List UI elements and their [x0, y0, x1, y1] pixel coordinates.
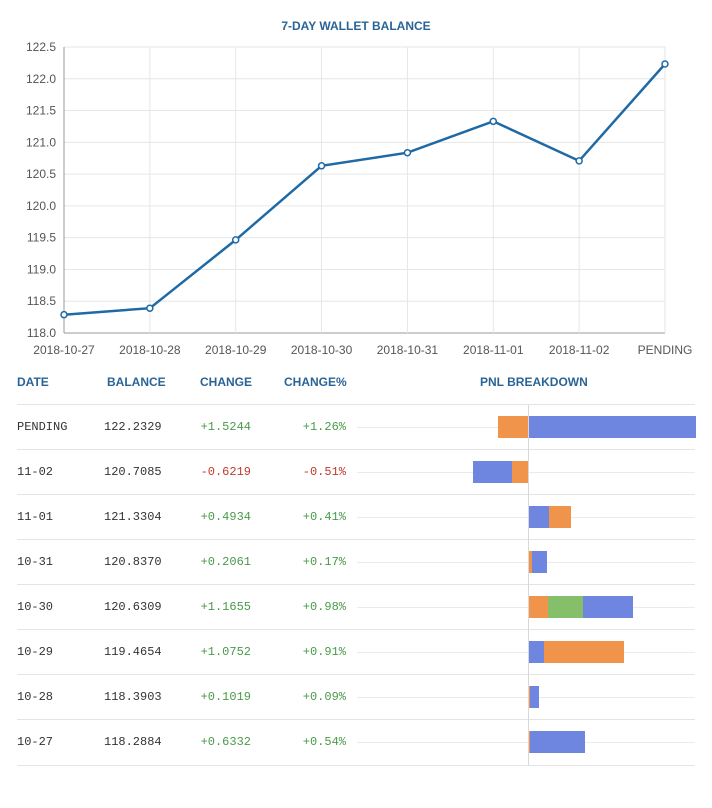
pnl-gridline	[357, 562, 695, 563]
header-date: DATE	[17, 375, 49, 389]
row-change-pct: +1.26%	[302, 420, 346, 434]
table-row: 10-28 118.3903 +0.1019 +0.09%	[17, 674, 695, 720]
pnl-bar-blue[interactable]	[529, 641, 544, 663]
pnl-zero-axis	[528, 405, 529, 765]
y-tick-label: 118.0	[27, 326, 56, 340]
table-row: 10-31 120.8370 +0.2061 +0.17%	[17, 539, 695, 585]
y-tick-label: 122.5	[26, 40, 56, 54]
x-tick-label: 2018-11-01	[463, 343, 524, 357]
row-date: 10-31	[17, 555, 54, 569]
data-point[interactable]	[317, 162, 326, 170]
row-balance: 120.7085	[104, 465, 162, 479]
chart-title: 7-DAY WALLET BALANCE	[281, 19, 430, 33]
data-point[interactable]	[489, 117, 498, 126]
row-change: +0.6332	[200, 735, 251, 749]
x-tick-label: 2018-10-30	[291, 343, 353, 357]
x-tick-label: PENDING	[638, 343, 693, 357]
row-balance: 121.3304	[104, 510, 162, 524]
row-date: PENDING	[17, 420, 68, 434]
balance-line-chart: 7-DAY WALLET BALANCE 118.0 118.5 119.0 119.…	[26, 19, 693, 357]
y-tick-label: 118.5	[27, 294, 56, 308]
table-row: 11-01 121.3304 +0.4934 +0.41%	[17, 494, 695, 540]
row-change-pct: +0.09%	[302, 690, 346, 704]
x-tick-label: 2018-10-31	[377, 343, 439, 357]
pnl-bar-blue[interactable]	[532, 551, 547, 573]
row-date: 10-29	[17, 645, 54, 659]
pnl-gridline	[357, 697, 695, 698]
row-change-pct: +0.98%	[302, 600, 346, 614]
row-balance: 118.3903	[104, 690, 162, 704]
pnl-gridline	[357, 517, 695, 518]
row-date: 11-01	[17, 510, 54, 524]
x-tick-label: 2018-10-29	[205, 343, 267, 357]
row-change: +0.1019	[200, 690, 251, 704]
pnl-bar-green[interactable]	[548, 596, 583, 618]
row-change: -0.6219	[200, 465, 251, 479]
pnl-gridline	[357, 607, 695, 608]
table-row: 11-02 120.7085 -0.6219 -0.51%	[17, 449, 695, 495]
pnl-bar-orange[interactable]	[549, 506, 571, 528]
pnl-bar-orange[interactable]	[512, 461, 528, 483]
header-change: CHANGE	[200, 375, 253, 389]
row-change-pct: +0.17%	[302, 555, 346, 569]
row-change: +1.1655	[200, 600, 251, 614]
data-point[interactable]	[575, 157, 583, 165]
pnl-bar-orange[interactable]	[544, 641, 624, 663]
data-point[interactable]	[146, 304, 154, 312]
row-balance: 120.8370	[104, 555, 162, 569]
header-change-pct: CHANGE%	[284, 375, 347, 389]
table-row: 10-30 120.6309 +1.1655 +0.98%	[17, 584, 695, 630]
pnl-bar-orange[interactable]	[498, 416, 528, 438]
pnl-bar-blue[interactable]	[473, 461, 512, 483]
row-date: 10-27	[17, 735, 54, 749]
row-change-pct: +0.54%	[302, 735, 346, 749]
header-pnl-breakdown: PNL BREAKDOWN	[480, 375, 588, 389]
pnl-bar-blue[interactable]	[530, 731, 585, 753]
table-row: 10-27 118.2884 +0.6332 +0.54%	[17, 719, 695, 766]
row-change: +1.5244	[200, 420, 251, 434]
row-balance: 122.2329	[104, 420, 162, 434]
row-date: 10-28	[17, 690, 54, 704]
x-tick-label: 2018-10-27	[33, 343, 95, 357]
pnl-bar-orange[interactable]	[529, 731, 530, 753]
pnl-bar-orange[interactable]	[529, 686, 530, 708]
row-change: +0.4934	[200, 510, 251, 524]
row-date: 11-02	[17, 465, 54, 479]
series-line	[63, 63, 666, 316]
y-tick-label: 120.5	[26, 167, 56, 181]
y-tick-label: 120.0	[26, 199, 56, 213]
table-row: PENDING 122.2329 +1.5244 +1.26%	[17, 404, 696, 450]
data-point[interactable]	[231, 236, 240, 244]
y-tick-label: 119.5	[27, 231, 56, 245]
row-change-pct: -0.51%	[302, 465, 346, 479]
row-balance: 120.6309	[104, 600, 162, 614]
data-point[interactable]	[661, 60, 669, 68]
pnl-bar-blue[interactable]	[529, 416, 696, 438]
table-row: 10-29 119.4654 +1.0752 +0.91%	[17, 629, 695, 675]
x-tick-label: 2018-10-28	[119, 343, 181, 357]
row-date: 10-30	[17, 600, 54, 614]
row-change: +1.0752	[200, 645, 251, 659]
y-tick-label: 119.0	[27, 262, 56, 276]
row-change-pct: +0.41%	[302, 510, 346, 524]
row-change-pct: +0.91%	[302, 645, 346, 659]
pnl-bar-orange[interactable]	[529, 551, 532, 573]
y-tick-label: 121.0	[26, 135, 56, 149]
pnl-bar-blue[interactable]	[583, 596, 633, 618]
data-point[interactable]	[403, 148, 412, 157]
header-balance: BALANCE	[107, 375, 166, 389]
pnl-bar-blue[interactable]	[529, 506, 549, 528]
row-change: +0.2061	[200, 555, 251, 569]
row-balance: 119.4654	[104, 645, 162, 659]
pnl-gridline	[357, 652, 695, 653]
x-tick-label: 2018-11-02	[549, 343, 610, 357]
y-tick-label: 122.0	[26, 72, 56, 86]
pnl-bar-blue[interactable]	[530, 686, 539, 708]
data-point[interactable]	[60, 310, 68, 319]
y-tick-label: 121.5	[26, 104, 56, 118]
pnl-bar-orange[interactable]	[529, 596, 548, 618]
pnl-gridline	[357, 742, 695, 743]
row-balance: 118.2884	[104, 735, 162, 749]
